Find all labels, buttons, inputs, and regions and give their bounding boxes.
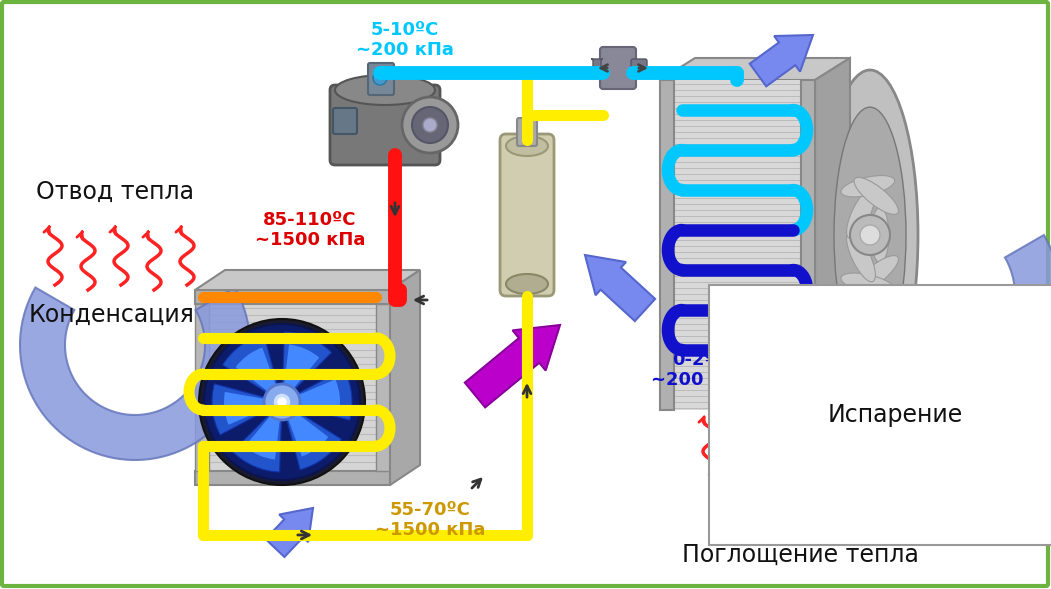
- Circle shape: [279, 398, 286, 406]
- Text: Конденсация: Конденсация: [29, 303, 194, 327]
- Polygon shape: [660, 58, 850, 80]
- FancyArrow shape: [266, 508, 313, 557]
- Wedge shape: [212, 384, 282, 435]
- FancyBboxPatch shape: [368, 63, 394, 95]
- FancyBboxPatch shape: [195, 471, 390, 485]
- Wedge shape: [245, 402, 282, 459]
- Ellipse shape: [506, 274, 548, 294]
- Text: Испарение: Испарение: [827, 403, 963, 427]
- Ellipse shape: [854, 177, 899, 214]
- Text: Поглощение тепла: Поглощение тепла: [681, 543, 919, 567]
- Wedge shape: [223, 335, 282, 402]
- Polygon shape: [20, 287, 250, 460]
- FancyBboxPatch shape: [376, 304, 390, 471]
- Text: 0-2ºC
~200 кПа: 0-2ºC ~200 кПа: [651, 350, 749, 389]
- Wedge shape: [232, 402, 282, 472]
- FancyBboxPatch shape: [195, 290, 390, 304]
- FancyArrow shape: [465, 325, 560, 408]
- Polygon shape: [815, 58, 850, 410]
- Circle shape: [850, 215, 890, 255]
- Wedge shape: [282, 332, 331, 402]
- FancyBboxPatch shape: [500, 134, 554, 296]
- Wedge shape: [224, 392, 282, 425]
- Ellipse shape: [854, 256, 899, 293]
- Circle shape: [401, 97, 458, 153]
- Circle shape: [199, 319, 365, 485]
- FancyBboxPatch shape: [195, 304, 209, 471]
- Text: Отвод тепла: Отвод тепла: [36, 180, 194, 204]
- Polygon shape: [390, 270, 420, 485]
- Circle shape: [412, 107, 448, 143]
- FancyBboxPatch shape: [333, 108, 357, 134]
- Circle shape: [273, 393, 291, 411]
- Text: 85-110ºC
~1500 кПа: 85-110ºC ~1500 кПа: [254, 211, 365, 249]
- Circle shape: [423, 118, 437, 132]
- Ellipse shape: [506, 136, 548, 156]
- Ellipse shape: [841, 176, 894, 197]
- FancyArrow shape: [749, 35, 813, 87]
- Wedge shape: [282, 345, 320, 402]
- Ellipse shape: [335, 75, 435, 105]
- FancyArrow shape: [585, 255, 655, 321]
- FancyBboxPatch shape: [517, 118, 537, 146]
- Ellipse shape: [846, 231, 875, 282]
- Text: 5-10ºC
~200 кПа: 5-10ºC ~200 кПа: [356, 21, 454, 59]
- Circle shape: [860, 225, 880, 245]
- FancyBboxPatch shape: [801, 80, 815, 410]
- Wedge shape: [235, 348, 282, 402]
- Ellipse shape: [871, 207, 889, 263]
- Wedge shape: [282, 379, 341, 412]
- Wedge shape: [282, 402, 342, 469]
- Polygon shape: [799, 273, 843, 318]
- Ellipse shape: [822, 70, 918, 400]
- Circle shape: [204, 324, 360, 480]
- FancyBboxPatch shape: [631, 59, 647, 77]
- Ellipse shape: [834, 107, 906, 363]
- Circle shape: [264, 384, 300, 420]
- FancyBboxPatch shape: [330, 85, 440, 165]
- Polygon shape: [820, 235, 1051, 415]
- FancyBboxPatch shape: [660, 80, 674, 410]
- Ellipse shape: [846, 188, 875, 239]
- FancyBboxPatch shape: [600, 47, 636, 89]
- Wedge shape: [282, 402, 328, 456]
- FancyBboxPatch shape: [674, 80, 801, 410]
- Text: 55-70ºC
~1500 кПа: 55-70ºC ~1500 кПа: [375, 501, 486, 540]
- Circle shape: [373, 71, 387, 85]
- Ellipse shape: [841, 273, 894, 294]
- Wedge shape: [282, 369, 352, 420]
- FancyBboxPatch shape: [209, 304, 376, 471]
- Polygon shape: [195, 270, 420, 290]
- FancyBboxPatch shape: [591, 59, 603, 77]
